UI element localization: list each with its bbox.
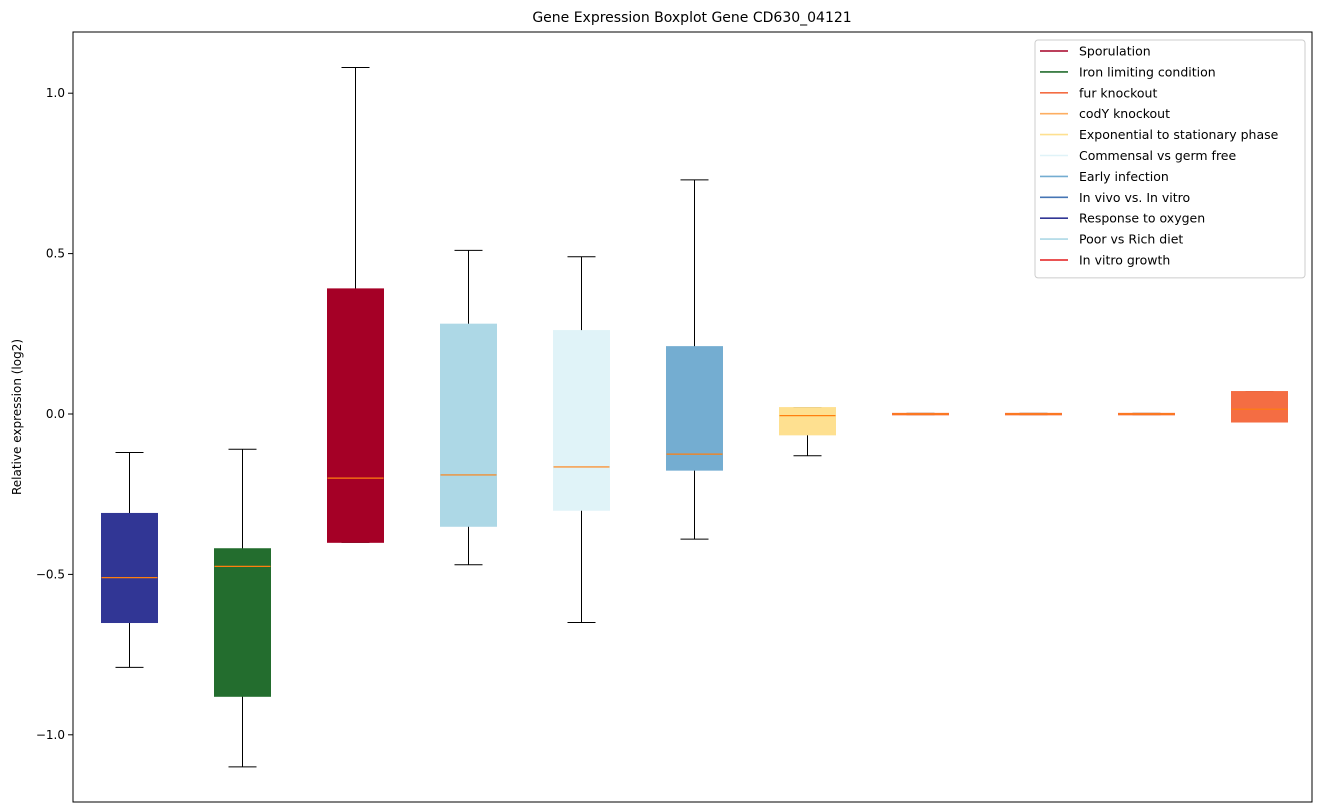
legend-label: Early infection <box>1079 169 1169 184</box>
box-body <box>214 548 271 697</box>
legend-label: Poor vs Rich diet <box>1079 232 1183 247</box>
legend-entry: Response to oxygen <box>1040 211 1205 226</box>
y-axis-ticks: 1.0 0.5 0.0 −0.5 −1.0 <box>36 86 73 742</box>
box-5 <box>553 256 610 624</box>
box-1 <box>101 451 158 668</box>
box-body <box>779 407 836 436</box>
y-tick-label: 1.0 <box>46 86 65 100</box>
boxes-group <box>101 67 1288 768</box>
box-body <box>553 330 610 511</box>
box-body <box>101 512 158 624</box>
legend-entry: Iron limiting condition <box>1040 64 1216 79</box>
box-body <box>440 323 497 527</box>
plot-frame <box>72 31 1313 803</box>
legend-label: In vitro growth <box>1079 253 1170 268</box>
legend: Sporulation Iron limiting condition fur kn… <box>1034 39 1306 279</box>
legend-label: codY knockout <box>1079 106 1170 121</box>
legend-entry: codY knockout <box>1040 106 1170 121</box>
box-8 <box>892 412 949 416</box>
box-3 <box>327 67 384 543</box>
box-11 <box>1231 391 1288 423</box>
box-2 <box>214 448 271 768</box>
legend-entry: fur knockout <box>1040 85 1157 100</box>
box-body <box>327 288 384 543</box>
legend-entry: Early infection <box>1040 169 1169 184</box>
box-body <box>1231 391 1288 423</box>
box-6 <box>666 179 723 540</box>
legend-entry: Commensal vs germ free <box>1040 148 1236 163</box>
y-axis-label: Relative expression (log2) <box>10 339 24 495</box>
box-9 <box>1005 412 1062 416</box>
box-4 <box>440 249 497 566</box>
y-tick-label: −0.5 <box>36 567 65 581</box>
box-body <box>666 346 723 471</box>
box-10 <box>1118 412 1175 416</box>
legend-label: Response to oxygen <box>1079 211 1205 226</box>
legend-entry: Sporulation <box>1040 44 1151 59</box>
y-tick-label: 0.0 <box>46 407 65 421</box>
legend-entry: Exponential to stationary phase <box>1040 127 1279 142</box>
legend-entry: Poor vs Rich diet <box>1040 232 1183 247</box>
legend-frame <box>1034 39 1306 279</box>
legend-label: In vivo vs. In vitro <box>1079 190 1190 205</box>
y-tick-label: 0.5 <box>46 247 65 261</box>
legend-label: Exponential to stationary phase <box>1079 127 1279 142</box>
legend-label: fur knockout <box>1079 85 1157 100</box>
legend-label: Commensal vs germ free <box>1079 148 1236 163</box>
legend-label: Iron limiting condition <box>1079 64 1216 79</box>
legend-entry: In vivo vs. In vitro <box>1040 190 1190 205</box>
chart-title: Gene Expression Boxplot Gene CD630_04121 <box>532 10 851 26</box>
box-7 <box>779 407 836 457</box>
legend-label: Sporulation <box>1079 44 1151 59</box>
y-tick-label: −1.0 <box>36 728 65 742</box>
legend-entry: In vitro growth <box>1040 253 1170 268</box>
